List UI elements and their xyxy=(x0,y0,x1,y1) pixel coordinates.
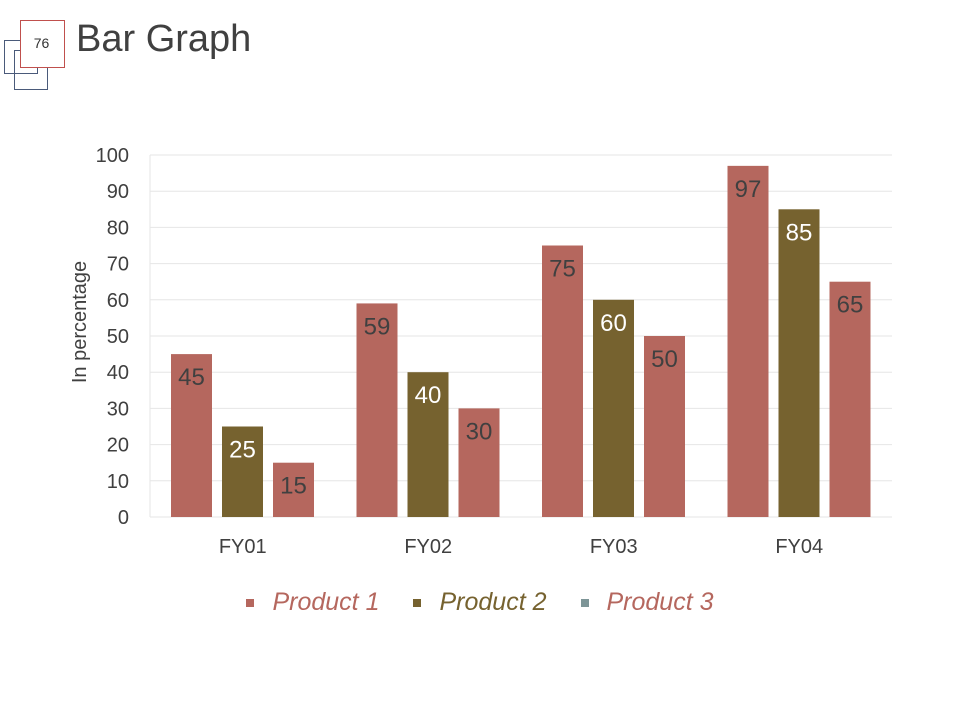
legend-item: Product 1 xyxy=(246,588,379,617)
x-tick-label: FY01 xyxy=(219,536,267,558)
page-number: 76 xyxy=(33,35,50,51)
y-tick-label: 10 xyxy=(107,471,129,493)
bar-product-2-fy03 xyxy=(593,299,634,517)
bar-product-3-fy04 xyxy=(829,281,871,517)
legend-item: Product 2 xyxy=(413,588,547,617)
bar-product-1-fy04 xyxy=(727,165,769,518)
y-tick-label: 90 xyxy=(107,181,129,203)
legend-label: Product 3 xyxy=(606,588,714,616)
bar-product-1-fy02 xyxy=(356,303,398,517)
y-tick-label: 40 xyxy=(107,362,129,384)
bar-product-2-fy02 xyxy=(407,372,449,517)
x-tick-label: FY04 xyxy=(775,536,823,558)
decorative-frame-front xyxy=(20,20,65,68)
legend-swatch xyxy=(413,598,422,607)
page-title: Bar Graph xyxy=(76,18,252,60)
y-tick-label: 60 xyxy=(107,290,129,312)
data-label: 15 xyxy=(280,473,307,500)
bar-product-1-fy01 xyxy=(171,354,212,517)
bar-product-2-fy01 xyxy=(222,426,263,517)
slide-number-badge: 76 xyxy=(0,0,80,100)
x-tick-label: FY02 xyxy=(404,536,452,558)
data-label: 40 xyxy=(415,382,442,409)
bar-product-2-fy04 xyxy=(778,209,820,518)
data-label: 75 xyxy=(549,256,576,283)
legend-swatch xyxy=(580,598,589,607)
x-tick-label: FY03 xyxy=(590,536,638,558)
data-label: 50 xyxy=(651,346,678,373)
data-label: 60 xyxy=(600,310,627,337)
y-tick-label: 0 xyxy=(118,507,129,529)
data-label: 65 xyxy=(837,292,864,319)
y-axis-label: In percentage xyxy=(69,261,91,383)
bar-product-3-fy03 xyxy=(644,336,685,517)
y-tick-label: 50 xyxy=(107,326,129,348)
chart-legend: Product 1 Product 2 Product 3 xyxy=(0,588,960,617)
y-tick-label: 70 xyxy=(107,254,129,276)
bar-product-3-fy02 xyxy=(458,408,500,517)
data-label: 45 xyxy=(178,364,205,391)
data-label: 97 xyxy=(735,176,762,203)
data-label: 59 xyxy=(364,313,391,340)
legend-swatch xyxy=(246,598,255,607)
legend-item: Product 3 xyxy=(580,588,714,617)
legend-label: Product 2 xyxy=(439,588,547,616)
y-tick-label: 100 xyxy=(96,145,129,167)
data-label: 30 xyxy=(466,418,493,445)
y-tick-label: 20 xyxy=(107,435,129,457)
legend-label: Product 1 xyxy=(272,588,380,616)
y-tick-label: 80 xyxy=(107,217,129,239)
y-tick-label: 30 xyxy=(107,398,129,420)
bar-product-1-fy03 xyxy=(542,245,583,517)
data-label: 25 xyxy=(229,437,256,464)
data-label: 85 xyxy=(786,219,813,246)
bar-product-3-fy01 xyxy=(273,462,314,517)
